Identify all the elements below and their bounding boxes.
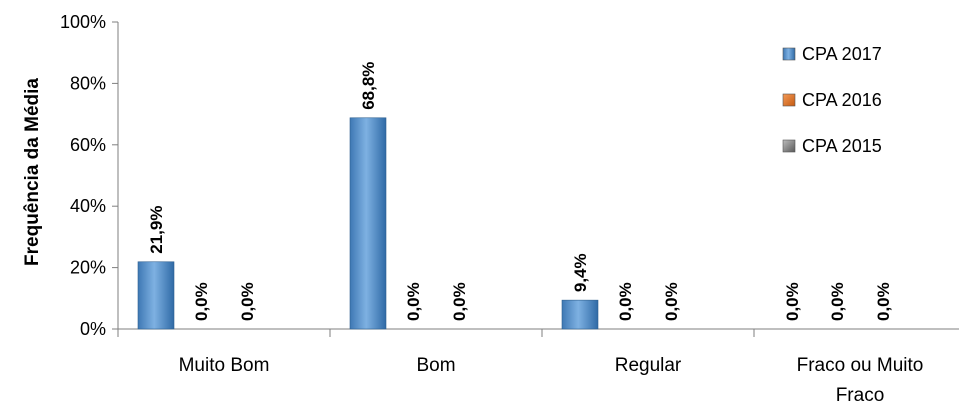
legend-swatch bbox=[782, 139, 796, 153]
x-category-label: Bom bbox=[416, 355, 455, 376]
data-label: 0,0% bbox=[238, 282, 257, 321]
legend-label: CPA 2017 bbox=[802, 44, 882, 64]
data-label: 0,0% bbox=[450, 282, 469, 321]
bar bbox=[561, 299, 599, 330]
legend-swatch bbox=[782, 47, 796, 61]
bar bbox=[349, 117, 387, 330]
data-label: 0,0% bbox=[404, 282, 423, 321]
y-tick-label: 20% bbox=[70, 258, 106, 278]
y-tick-label: 60% bbox=[70, 135, 106, 155]
data-labels: 21,9% 68,8% 9,4% 0,0% 0,0% 0,0% 0,0% 0,0% 0,0% 0,… bbox=[147, 62, 893, 321]
data-label: 0,0% bbox=[616, 282, 635, 321]
data-label: 0,0% bbox=[662, 282, 681, 321]
legend-swatch bbox=[782, 93, 796, 107]
y-tick-label: 100% bbox=[60, 12, 106, 32]
data-label: 0,0% bbox=[192, 282, 211, 321]
data-label: 0,0% bbox=[828, 282, 847, 321]
y-tick-label: 0% bbox=[80, 319, 106, 339]
bar bbox=[137, 261, 175, 330]
y-tick-label: 80% bbox=[70, 73, 106, 93]
x-category-label: Muito Bom bbox=[179, 355, 270, 376]
data-label: 9,4% bbox=[571, 253, 590, 292]
y-axis-title: Frequência da Média bbox=[22, 78, 43, 266]
data-label: 68,8% bbox=[359, 62, 378, 110]
legend-label: CPA 2016 bbox=[802, 90, 882, 110]
legend-label: CPA 2015 bbox=[802, 136, 882, 156]
axes: 0% 20% 40% 60% 80% 100% Muito Bom Bom Regular Fra… bbox=[60, 12, 959, 405]
data-label: 21,9% bbox=[147, 206, 166, 254]
x-category-label: Fraco ou Muito Fraco bbox=[797, 355, 924, 405]
bars bbox=[137, 117, 599, 330]
y-tick-label: 40% bbox=[70, 196, 106, 216]
legend: CPA 2017 CPA 2016 CPA 2015 bbox=[782, 44, 882, 156]
x-category-label: Regular bbox=[615, 355, 682, 376]
data-label: 0,0% bbox=[874, 282, 893, 321]
data-label: 0,0% bbox=[783, 282, 802, 321]
